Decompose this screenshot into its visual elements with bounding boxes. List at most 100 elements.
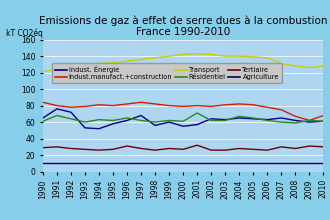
Transport <box>69 66 73 68</box>
Résidentiel <box>280 121 283 123</box>
Indust. Énergie <box>293 119 297 122</box>
Tertiaire <box>55 146 59 148</box>
Indust. Énergie <box>308 121 312 123</box>
Transport <box>181 53 185 56</box>
Indust. Énergie <box>280 117 283 119</box>
Indust.manufact.+construction <box>153 103 157 105</box>
Résidentiel <box>209 119 213 122</box>
Indust.manufact.+construction <box>237 103 241 105</box>
Indust. Énergie <box>55 108 59 110</box>
Agriculture <box>55 161 59 164</box>
Agriculture <box>209 161 213 164</box>
Transport <box>55 68 59 71</box>
Tertiaire <box>223 149 227 152</box>
Indust. Énergie <box>181 125 185 128</box>
Tertiaire <box>139 147 143 150</box>
Line: Résidentiel: Résidentiel <box>43 113 323 123</box>
Tertiaire <box>209 149 213 152</box>
Agriculture <box>125 161 129 164</box>
Transport <box>153 57 157 59</box>
Transport <box>125 60 129 62</box>
Transport <box>139 58 143 61</box>
Agriculture <box>181 161 185 164</box>
Transport <box>111 61 115 64</box>
Indust. Énergie <box>265 118 269 121</box>
Indust. Énergie <box>321 120 325 123</box>
Transport <box>237 55 241 57</box>
Résidentiel <box>293 122 297 124</box>
Indust.manufact.+construction <box>55 104 59 107</box>
Legend: Indust. Énergie, Indust.manufact.+construction, Transport, Résidentiel, Tertiair: Indust. Énergie, Indust.manufact.+constr… <box>52 63 281 83</box>
Tertiaire <box>111 148 115 151</box>
Résidentiel <box>41 120 45 123</box>
Tertiaire <box>83 148 87 151</box>
Indust. Énergie <box>41 117 45 119</box>
Agriculture <box>153 161 157 164</box>
Transport <box>97 62 101 65</box>
Résidentiel <box>125 117 129 119</box>
Indust.manufact.+construction <box>97 103 101 106</box>
Indust.manufact.+construction <box>139 101 143 104</box>
Résidentiel <box>265 119 269 122</box>
Line: Indust. Énergie: Indust. Énergie <box>43 109 323 129</box>
Title: Emissions de gaz à effet de serre dues à la combustion
France 1990-2010: Emissions de gaz à effet de serre dues à… <box>39 15 327 37</box>
Tertiaire <box>181 148 185 151</box>
Transport <box>308 66 312 69</box>
Résidentiel <box>195 112 199 114</box>
Indust.manufact.+construction <box>167 104 171 107</box>
Agriculture <box>237 161 241 164</box>
Transport <box>223 55 227 57</box>
Tertiaire <box>308 145 312 147</box>
Résidentiel <box>308 119 312 122</box>
Résidentiel <box>321 120 325 123</box>
Tertiaire <box>167 147 171 150</box>
Indust.manufact.+construction <box>280 108 283 111</box>
Line: Indust.manufact.+construction: Indust.manufact.+construction <box>43 102 323 121</box>
Indust.manufact.+construction <box>111 104 115 107</box>
Tertiaire <box>97 149 101 152</box>
Indust. Énergie <box>69 111 73 114</box>
Agriculture <box>167 161 171 164</box>
Tertiaire <box>153 149 157 152</box>
Agriculture <box>69 161 73 164</box>
Agriculture <box>251 161 255 164</box>
Agriculture <box>97 161 101 164</box>
Agriculture <box>139 161 143 164</box>
Line: Tertiaire: Tertiaire <box>43 145 323 150</box>
Indust. Énergie <box>237 117 241 119</box>
Transport <box>167 55 171 57</box>
Agriculture <box>265 161 269 164</box>
Indust.manufact.+construction <box>41 101 45 104</box>
Agriculture <box>308 161 312 164</box>
Transport <box>293 65 297 67</box>
Résidentiel <box>223 119 227 122</box>
Agriculture <box>195 161 199 164</box>
Transport <box>195 52 199 55</box>
Indust. Énergie <box>111 122 115 125</box>
Tertiaire <box>293 147 297 150</box>
Transport <box>265 57 269 59</box>
Tertiaire <box>125 145 129 147</box>
Text: kT CO2éq: kT CO2éq <box>6 29 43 38</box>
Résidentiel <box>83 121 87 123</box>
Résidentiel <box>251 117 255 119</box>
Résidentiel <box>97 118 101 121</box>
Indust. Énergie <box>209 117 213 120</box>
Indust.manufact.+construction <box>308 119 312 122</box>
Indust. Énergie <box>195 123 199 126</box>
Tertiaire <box>265 149 269 152</box>
Indust.manufact.+construction <box>195 104 199 107</box>
Agriculture <box>293 161 297 164</box>
Agriculture <box>111 161 115 164</box>
Résidentiel <box>181 120 185 123</box>
Résidentiel <box>139 119 143 122</box>
Indust.manufact.+construction <box>223 103 227 106</box>
Résidentiel <box>111 119 115 122</box>
Transport <box>280 62 283 65</box>
Indust.manufact.+construction <box>251 103 255 106</box>
Line: Transport: Transport <box>43 54 323 72</box>
Résidentiel <box>167 119 171 122</box>
Indust.manufact.+construction <box>125 103 129 105</box>
Indust.manufact.+construction <box>293 115 297 118</box>
Tertiaire <box>237 147 241 150</box>
